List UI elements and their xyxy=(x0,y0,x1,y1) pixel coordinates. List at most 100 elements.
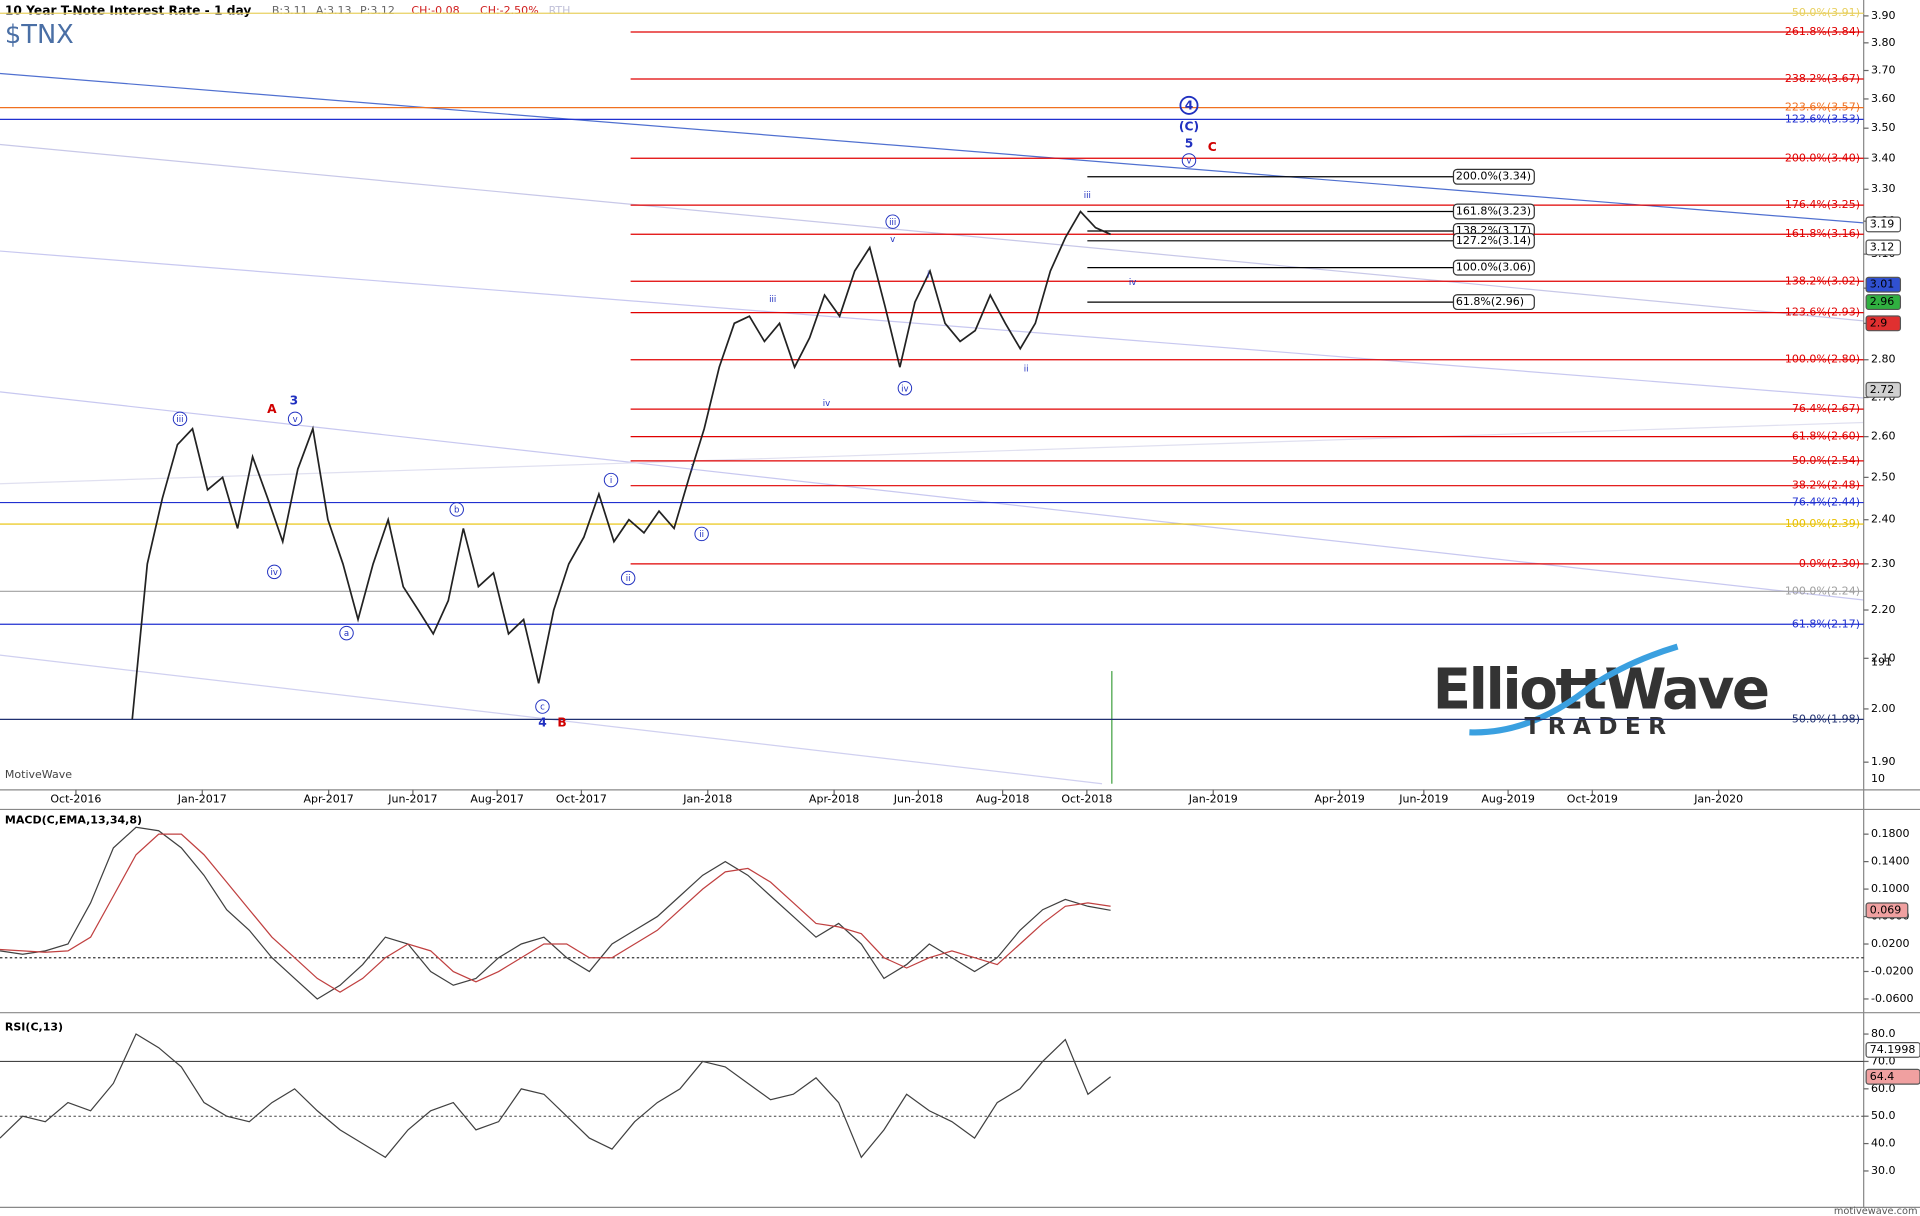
wave-circle xyxy=(339,625,354,641)
fib-label: 61.8%(2.96) xyxy=(1456,295,1524,308)
volume-tick-label: 191 xyxy=(1871,655,1892,668)
price-label-box xyxy=(1865,276,1902,293)
wave-label: iv xyxy=(901,384,908,394)
wave-circle xyxy=(620,570,636,586)
wave-label: v xyxy=(293,415,298,425)
wave-label: B xyxy=(557,716,566,730)
wave-circle xyxy=(267,564,282,580)
fib-label: 0.0%(2.30) xyxy=(1799,557,1860,570)
wave-label: c xyxy=(540,703,545,713)
fib-label: 61.8%(2.17) xyxy=(1792,617,1860,630)
rsi-title: RSI(C,13) xyxy=(5,1020,63,1033)
wave-circle xyxy=(449,502,464,517)
fib-label: 100.0%(2.39) xyxy=(1785,517,1860,530)
value-label: 74.1998 xyxy=(1870,1043,1916,1056)
value-label: 64.4 xyxy=(1870,1070,1895,1083)
price-label-box xyxy=(1865,294,1902,311)
fib-label: 100.0%(2.80) xyxy=(1785,353,1860,366)
y-tick-label: 50.0 xyxy=(1871,1109,1896,1122)
fib-label: 76.4%(2.67) xyxy=(1792,402,1860,415)
fib-label: 127.2%(3.14) xyxy=(1456,234,1531,247)
y-tick-label: -0.0200 xyxy=(1871,964,1914,977)
y-tick-label: 2.80 xyxy=(1871,353,1896,366)
x-tick-label: Oct-2017 xyxy=(556,793,607,806)
wave-label: 4 xyxy=(1185,98,1194,112)
y-tick-label: 3.70 xyxy=(1871,64,1896,77)
x-tick-label: Apr-2019 xyxy=(1314,793,1364,806)
fib-label: 50.0%(2.54) xyxy=(1792,454,1860,467)
x-tick-label: Oct-2018 xyxy=(1061,793,1112,806)
wave-label: ii xyxy=(1024,365,1029,375)
value-label: 0.069 xyxy=(1870,903,1902,916)
y-tick-label: 3.30 xyxy=(1871,182,1896,195)
fib-label: 176.4%(3.25) xyxy=(1785,198,1860,211)
y-tick-label: 3.60 xyxy=(1871,92,1896,105)
y-tick-label: 2.30 xyxy=(1871,557,1896,570)
y-tick-label: -0.0600 xyxy=(1871,992,1914,1005)
price-label-box xyxy=(1865,381,1902,398)
wave-label: iii xyxy=(176,415,183,425)
price-label-box xyxy=(1865,315,1902,332)
wave-circle xyxy=(287,411,303,427)
price-label: 3.12 xyxy=(1870,240,1895,253)
x-tick-label: Apr-2017 xyxy=(303,793,353,806)
value-label-box xyxy=(1865,902,1909,919)
fib-label: 123.6%(3.53) xyxy=(1785,112,1860,125)
fib-label: 123.6%(2.93) xyxy=(1785,306,1860,319)
fib-label: 200.0%(3.40) xyxy=(1785,151,1860,164)
symbol: $TNX xyxy=(5,20,74,50)
trendline xyxy=(0,391,1864,601)
wave-label: ii xyxy=(626,574,631,584)
fib-label: 100.0%(2.24) xyxy=(1785,584,1860,597)
logo-brand: ElliottWave xyxy=(1433,658,1768,723)
y-tick-label: 2.60 xyxy=(1871,430,1896,443)
fib-label: 238.2%(3.67) xyxy=(1785,72,1860,85)
fib-label: 138.2%(3.02) xyxy=(1785,274,1860,287)
fib-label: 200.0%(3.34) xyxy=(1456,170,1531,183)
x-tick-label: Jun-2018 xyxy=(893,793,943,806)
y-tick-label: 0.1000 xyxy=(1871,882,1910,895)
y-tick-label: 0.1800 xyxy=(1871,827,1910,840)
fib-label: 61.8%(2.60) xyxy=(1792,430,1860,443)
wave-label: iii xyxy=(769,295,776,305)
wave-label: i xyxy=(610,476,612,486)
series-line xyxy=(0,1033,1111,1159)
x-tick-label: Oct-2019 xyxy=(1567,793,1618,806)
price-label: 2.9 xyxy=(1870,316,1888,329)
y-tick-label: 80.0 xyxy=(1871,1027,1896,1040)
volume-tick-label: 10 xyxy=(1871,772,1885,785)
fib-label: 161.8%(3.16) xyxy=(1785,227,1860,240)
wave-label: 3 xyxy=(290,394,299,408)
wave-label: i xyxy=(691,464,693,474)
y-tick-label: 30.0 xyxy=(1871,1164,1896,1177)
wave-circle xyxy=(885,214,900,229)
y-tick-label: 0.0200 xyxy=(1871,937,1910,950)
wave-label: ii xyxy=(699,530,704,540)
price-label-box xyxy=(1865,216,1902,233)
x-tick-label: Oct-2016 xyxy=(50,793,101,806)
wave-label: 4 xyxy=(538,716,547,730)
last-price: P:3.12 xyxy=(360,4,395,17)
bid: B:3.11 xyxy=(272,4,308,17)
x-tick-label: Jun-2017 xyxy=(387,793,437,806)
wave-label: b xyxy=(454,506,459,516)
wave-circle xyxy=(1181,153,1197,168)
wave-label: (C) xyxy=(1179,119,1199,133)
wave-label: iii xyxy=(1084,191,1091,201)
x-tick-label: Apr-2018 xyxy=(809,793,859,806)
wave-circle xyxy=(897,380,913,396)
y-tick-label: 1.90 xyxy=(1871,755,1896,768)
wave-label: iv xyxy=(823,399,830,409)
y-tick-label: 2.40 xyxy=(1871,513,1896,526)
fib-label: 50.0%(3.91) xyxy=(1792,6,1860,19)
fib-label: 161.8%(3.23) xyxy=(1456,204,1531,217)
fib-label-box xyxy=(1452,294,1535,311)
price-label: 2.72 xyxy=(1870,383,1895,396)
fib-label: 38.2%(2.48) xyxy=(1792,479,1860,492)
wave-label: C xyxy=(1208,140,1217,154)
y-tick-label: 3.50 xyxy=(1871,121,1896,134)
wave-label: a xyxy=(344,629,349,639)
